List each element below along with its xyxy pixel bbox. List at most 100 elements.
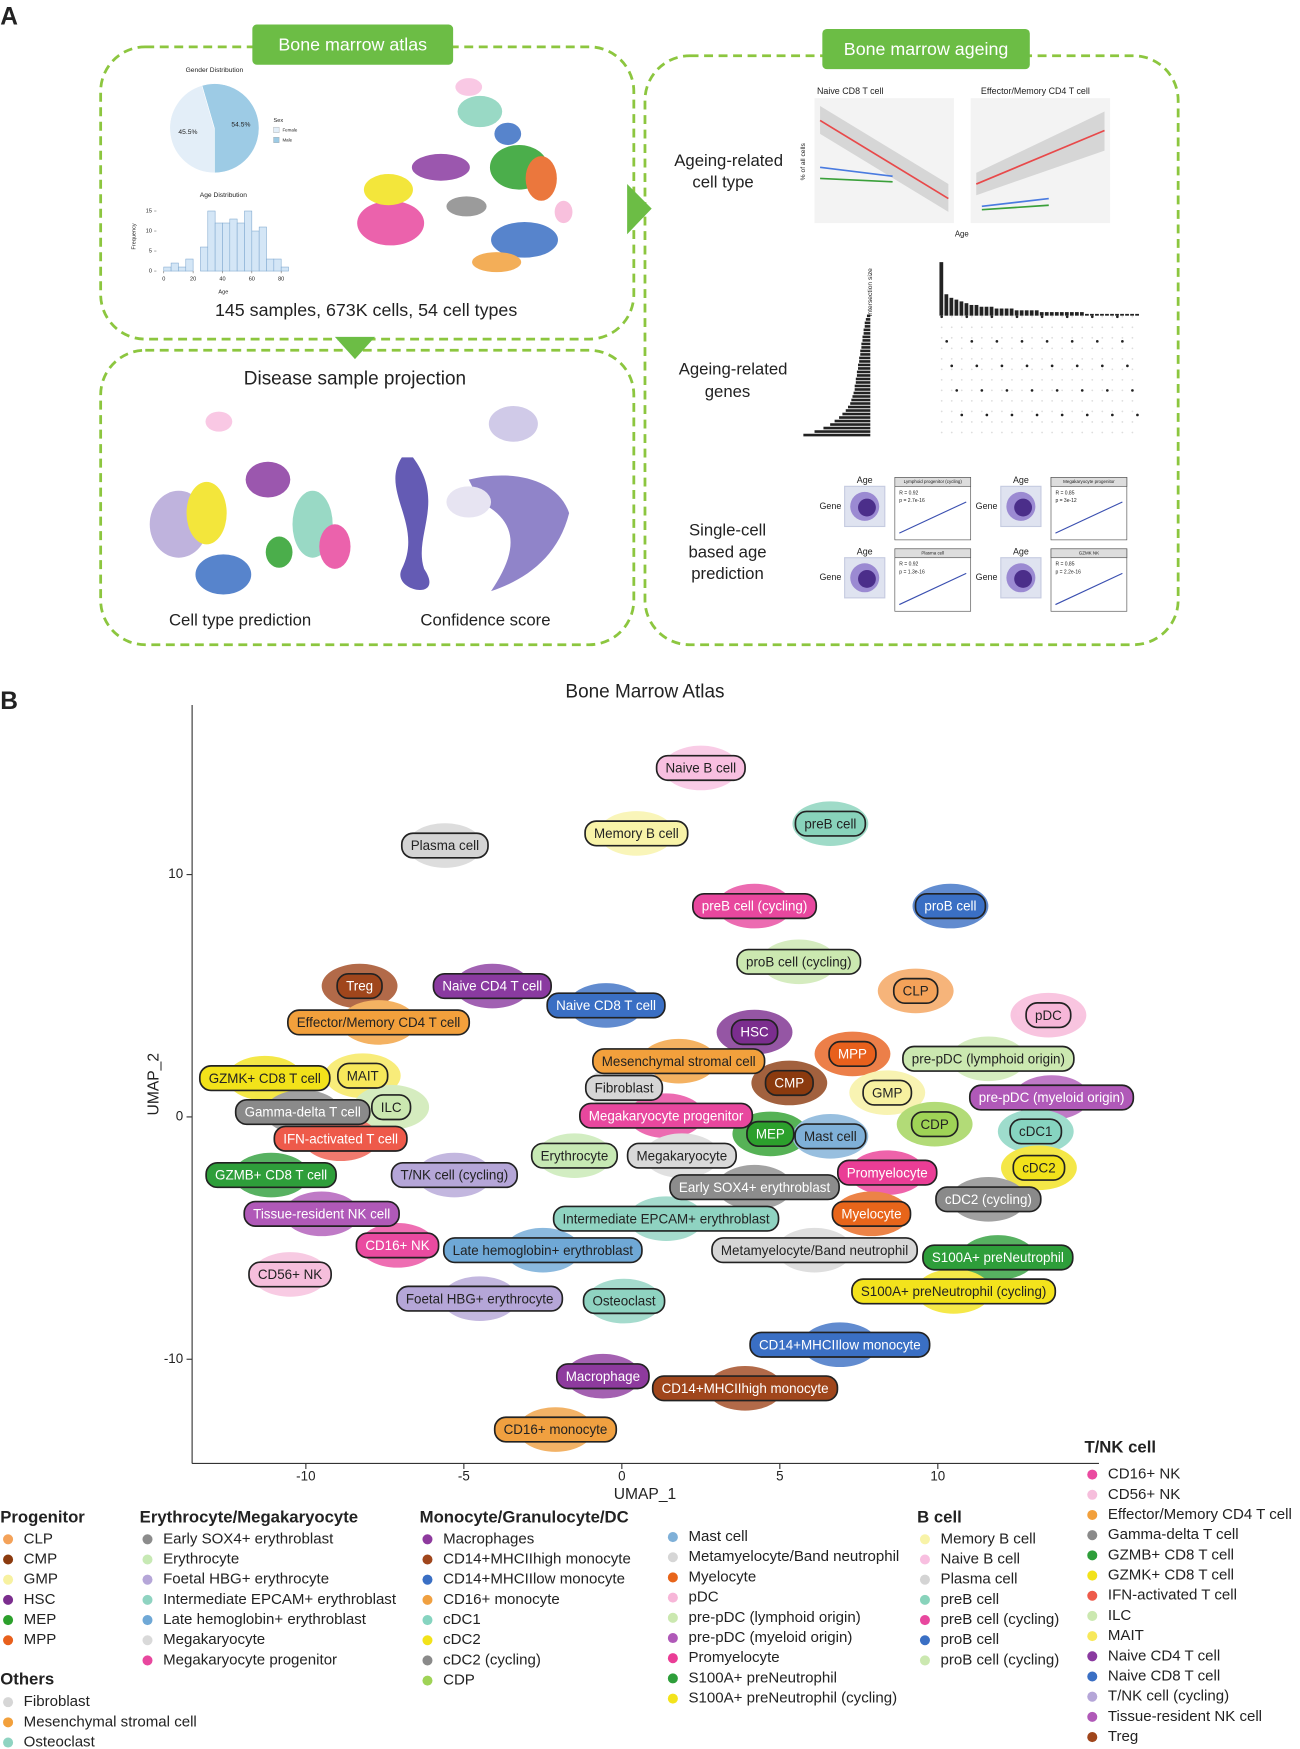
umap-blob bbox=[195, 554, 252, 595]
hist-bar bbox=[207, 210, 216, 272]
matrix-dot bbox=[990, 378, 993, 381]
legend-label: Myelocyte bbox=[688, 1568, 756, 1585]
hist-bar bbox=[163, 266, 172, 272]
matrix-dot bbox=[960, 389, 963, 392]
matrix-dot bbox=[1121, 357, 1124, 360]
matrix-dot bbox=[1071, 347, 1074, 350]
x-tick-label: 10 bbox=[930, 1468, 945, 1483]
cluster-label: cDC1 bbox=[1009, 1118, 1063, 1145]
matrix-dot bbox=[950, 378, 953, 381]
x-tick-label: 5 bbox=[776, 1468, 783, 1483]
matrix-dot bbox=[1011, 431, 1013, 434]
matrix-dot bbox=[1001, 315, 1003, 318]
cluster-label: proB cell (cycling) bbox=[736, 948, 862, 975]
matrix-dot bbox=[990, 326, 993, 329]
matrix-dot bbox=[1091, 431, 1094, 434]
matrix-dot bbox=[1101, 336, 1104, 339]
matrix-dot bbox=[1091, 400, 1094, 402]
matrix-dot bbox=[980, 431, 983, 434]
hist-bar bbox=[251, 230, 260, 272]
section-title: based age bbox=[688, 543, 766, 562]
matrix-dot bbox=[1131, 400, 1134, 402]
cluster-label-text: MPP bbox=[838, 1047, 867, 1062]
cluster-label-text: Fibroblast bbox=[595, 1080, 654, 1095]
matrix-dot bbox=[1041, 357, 1043, 360]
cluster-label-box bbox=[910, 1111, 959, 1138]
matrix-dot bbox=[1031, 410, 1033, 413]
matrix-dot bbox=[1055, 389, 1059, 392]
upset-bar bbox=[954, 299, 959, 316]
legend-label: cDC2 (cycling) bbox=[443, 1651, 541, 1668]
matrix-dot bbox=[940, 368, 943, 371]
matrix-dot bbox=[1030, 389, 1034, 392]
matrix-dot bbox=[1021, 347, 1023, 350]
matrix-dot bbox=[960, 357, 963, 360]
matrix-dot bbox=[1070, 339, 1074, 343]
legend-dot bbox=[919, 1594, 930, 1605]
legend-dot bbox=[1087, 1469, 1098, 1480]
matrix-dot bbox=[990, 347, 993, 350]
matrix-dot bbox=[1051, 357, 1054, 360]
matrix-dot bbox=[1010, 413, 1014, 417]
legend-label: cDC1 bbox=[443, 1611, 481, 1628]
matrix-dot bbox=[1131, 315, 1134, 318]
card-title: Lymphoid progenitor (cycling) bbox=[904, 479, 963, 484]
legend-label: Foetal HBG+ erythrocyte bbox=[163, 1571, 329, 1588]
card-strip bbox=[1050, 477, 1128, 487]
cluster-label-box bbox=[248, 1261, 332, 1288]
matrix-dot bbox=[1011, 315, 1013, 318]
legend-dot bbox=[919, 1534, 930, 1545]
matrix-dot bbox=[1051, 347, 1054, 350]
matrix-dot bbox=[1121, 378, 1124, 381]
matrix-dot bbox=[970, 421, 973, 423]
section-title: prediction bbox=[691, 564, 764, 583]
ageing-title: Bone marrow ageing bbox=[844, 39, 1009, 59]
legend-title: B cell bbox=[917, 1508, 962, 1527]
cluster-label-text: CD16+ NK bbox=[365, 1238, 429, 1253]
x-tick-label: 20 bbox=[190, 276, 196, 282]
matrix-dot bbox=[950, 431, 953, 434]
upset-ylabel: Intersection size bbox=[867, 268, 874, 317]
cluster-label-box bbox=[371, 1094, 412, 1121]
matrix-dot bbox=[1051, 368, 1054, 371]
matrix-dot bbox=[970, 357, 973, 360]
matrix-dot bbox=[1005, 389, 1009, 392]
card-r: R = 0.85 bbox=[1055, 562, 1074, 568]
cluster-label: Effector/Memory CD4 T cell bbox=[287, 1009, 471, 1036]
upset-bar bbox=[1074, 312, 1079, 316]
matrix-dot bbox=[1041, 389, 1043, 392]
matrix-dot bbox=[950, 357, 953, 360]
matrix-dot bbox=[1111, 357, 1114, 360]
cluster-label: Promyelocyte bbox=[836, 1159, 938, 1186]
upset-bar bbox=[979, 306, 984, 316]
matrix-dot bbox=[985, 413, 989, 417]
cluster-label-box bbox=[390, 1161, 519, 1189]
upset-bar bbox=[1120, 313, 1124, 316]
matrix-dot bbox=[1101, 315, 1104, 318]
cluster-label-text: preB cell bbox=[804, 816, 856, 831]
legend-dot bbox=[3, 1615, 14, 1626]
cluster-label-box bbox=[1012, 1154, 1066, 1181]
atlas-stats: 145 samples, 673K cells, 54 cell types bbox=[215, 300, 517, 320]
cluster-label: Mast cell bbox=[794, 1123, 867, 1150]
cluster-label-box bbox=[205, 1161, 337, 1189]
matrix-dot bbox=[960, 431, 963, 434]
legend-dot bbox=[919, 1655, 930, 1666]
legend-dot bbox=[422, 1534, 433, 1545]
legend-label: Naive CD4 T cell bbox=[1108, 1647, 1220, 1664]
legend-dot bbox=[919, 1635, 930, 1646]
cluster-label-box bbox=[749, 1331, 931, 1358]
matrix-dot bbox=[970, 431, 973, 434]
projection-left: Cell type prediction bbox=[169, 611, 311, 630]
matrix-dot bbox=[1105, 389, 1109, 392]
matrix-dot bbox=[1011, 357, 1013, 360]
cluster-label-text: pre-pDC (lymphoid origin) bbox=[912, 1051, 1065, 1066]
matrix-dot bbox=[980, 378, 983, 381]
hist-bar bbox=[185, 258, 194, 272]
matrix-dot bbox=[960, 413, 964, 417]
pie-label: 54.5% bbox=[231, 121, 250, 128]
matrix-dot bbox=[990, 400, 993, 402]
cluster-label-text: CD16+ monocyte bbox=[504, 1422, 608, 1437]
matrix-dot bbox=[1081, 431, 1084, 434]
matrix-dot bbox=[1061, 326, 1064, 329]
